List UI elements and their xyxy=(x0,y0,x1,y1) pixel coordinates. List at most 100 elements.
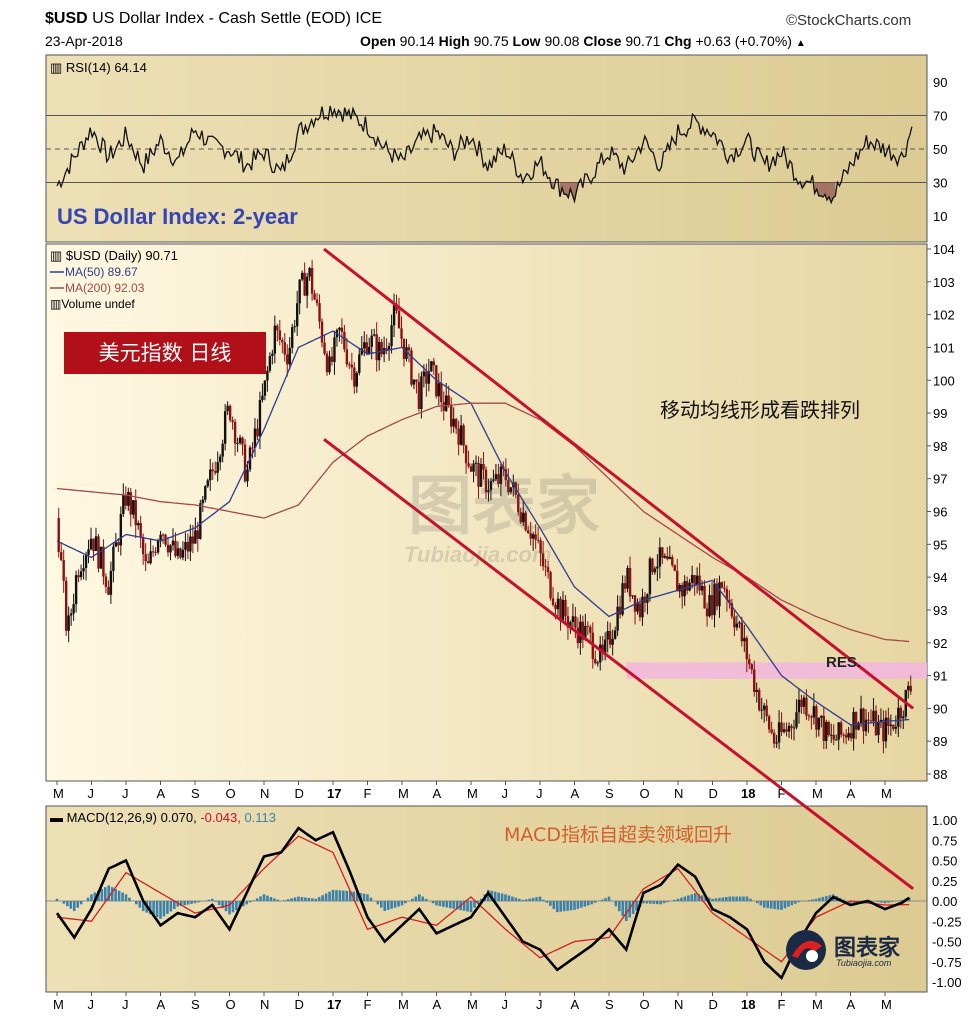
price-candle xyxy=(372,334,376,336)
price-candle xyxy=(365,342,368,354)
price-candle xyxy=(400,328,403,339)
macd-hist-bar xyxy=(676,898,680,901)
macd-hist-bar xyxy=(62,901,66,904)
price-tick-label: 89 xyxy=(933,734,947,749)
macd-hist-bar xyxy=(293,897,297,901)
macd-hist-bar xyxy=(176,901,180,907)
price-candle xyxy=(482,464,485,470)
macd-hist-bar xyxy=(259,896,262,901)
price-candle xyxy=(223,411,227,444)
price-candle xyxy=(499,466,503,484)
price-candle xyxy=(263,380,267,396)
source-credit: ©StockCharts.com xyxy=(786,12,912,29)
price-candle xyxy=(82,567,85,572)
price-candle xyxy=(740,622,744,642)
price-candle xyxy=(574,616,577,628)
price-candle xyxy=(353,367,356,387)
price-x-label: A xyxy=(847,786,856,801)
price-candle xyxy=(236,442,239,444)
macd-x-label: S xyxy=(191,997,200,1012)
price-x-label: F xyxy=(364,786,372,801)
price-candle xyxy=(882,719,885,742)
price-candle xyxy=(189,536,192,552)
price-candle xyxy=(586,625,590,627)
price-candle xyxy=(288,347,291,365)
macd-hist-bar xyxy=(283,900,286,901)
rsi-legend: ▥ RSI(14) 64.14 xyxy=(50,60,147,75)
macd-hist-bar xyxy=(507,895,511,901)
macd-hist-bar xyxy=(531,897,535,901)
macd-hist-bar xyxy=(631,901,635,914)
price-series-legend-text: $USD (Daily) 90.71 xyxy=(66,248,178,263)
price-tick-label: 91 xyxy=(933,669,947,684)
macd-hist-bar xyxy=(397,901,400,907)
low-label: Low xyxy=(512,33,541,49)
macd-hist-bar xyxy=(159,901,162,919)
price-candle xyxy=(698,575,701,591)
macd-hist-bar xyxy=(414,896,418,901)
volume-legend-icon: ▥ xyxy=(50,297,61,311)
price-candle xyxy=(320,321,324,343)
macd-hist-bar xyxy=(635,901,638,911)
rsi-oversold-fill xyxy=(833,182,836,198)
macd-tick-label: -0.50 xyxy=(932,935,962,950)
price-candle xyxy=(857,722,860,730)
price-candle xyxy=(825,722,828,742)
price-candle xyxy=(410,350,413,385)
price-tick-label: 96 xyxy=(933,505,947,520)
macd-x-label: J xyxy=(122,997,129,1012)
macd-hist-bar xyxy=(814,898,818,901)
price-candle xyxy=(445,395,448,411)
price-candle xyxy=(181,549,185,558)
price-candle xyxy=(907,685,910,691)
price-candle xyxy=(218,456,222,463)
price-candle xyxy=(884,717,888,742)
macd-hist-bar xyxy=(783,901,787,909)
price-candle xyxy=(653,568,657,573)
price-candle xyxy=(340,327,344,332)
price-candle xyxy=(589,626,592,633)
price-candle xyxy=(144,554,147,562)
macd-hist-bar xyxy=(252,900,255,901)
price-candle xyxy=(141,537,145,555)
macd-hist-bar xyxy=(114,888,117,901)
price-candle xyxy=(549,572,552,599)
price-x-label: S xyxy=(191,786,200,801)
macd-x-label: M xyxy=(812,997,823,1012)
macd-hist-bar xyxy=(66,901,69,907)
price-candle xyxy=(72,604,75,614)
macd-hist-bar xyxy=(421,896,424,901)
macd-hist-bar xyxy=(511,896,514,901)
macd-hist-bar xyxy=(155,901,159,918)
macd-hist-bar xyxy=(290,898,293,901)
price-candle xyxy=(268,355,272,371)
price-tick-label: 88 xyxy=(933,767,947,782)
macd-hist-bar xyxy=(807,900,811,901)
macd-hist-bar xyxy=(235,901,238,911)
price-candle xyxy=(64,580,68,631)
price-candle xyxy=(330,356,334,362)
macd-hist-bar xyxy=(186,901,190,905)
price-candle xyxy=(755,689,758,692)
price-candle xyxy=(564,599,567,617)
price-candle xyxy=(648,558,652,595)
price-candle xyxy=(668,556,671,560)
price-candle xyxy=(474,462,478,464)
macd-hist-bar xyxy=(69,901,73,909)
macd-hist-bar xyxy=(438,901,442,907)
price-candle xyxy=(519,512,522,523)
macd-hist-bar xyxy=(700,895,704,901)
price-candle xyxy=(226,405,229,412)
macd-hist-bar xyxy=(642,901,645,904)
price-candle xyxy=(397,310,401,329)
price-candle xyxy=(273,325,277,354)
price-candle xyxy=(385,348,388,350)
price-candle xyxy=(380,341,383,355)
price-x-label: J xyxy=(122,786,129,801)
price-x-label: A xyxy=(433,786,442,801)
macd-hist-bar xyxy=(335,890,338,901)
macd-hist-bar xyxy=(842,899,845,901)
macd-x-label: J xyxy=(536,997,543,1012)
